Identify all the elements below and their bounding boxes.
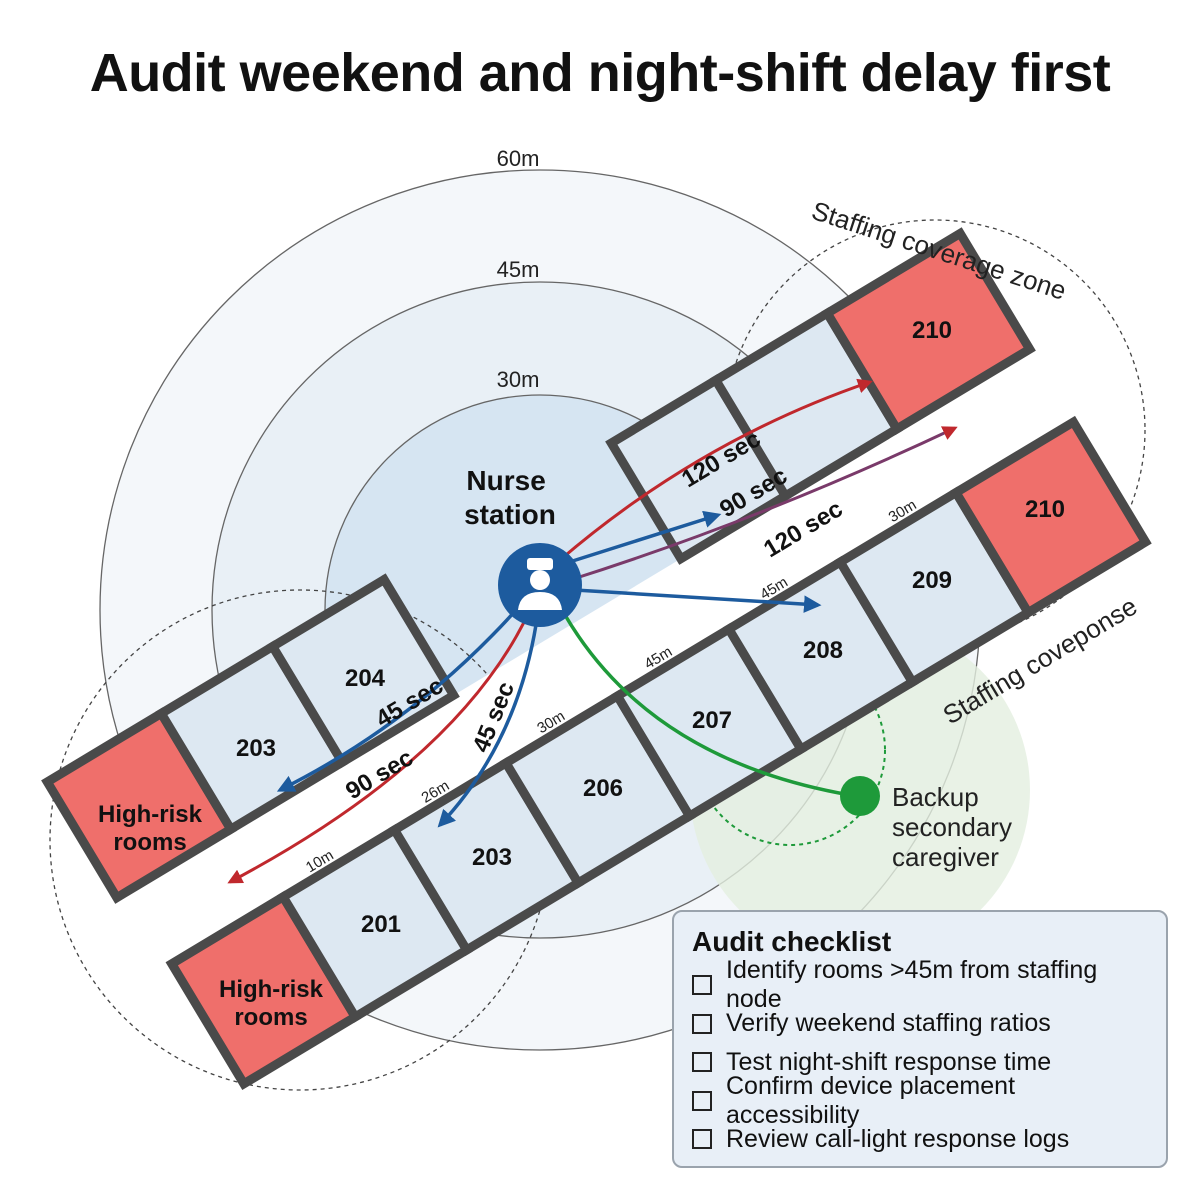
- label-room-203-lower: 203: [472, 844, 512, 871]
- checklist-item[interactable]: Verify weekend staffing ratios: [692, 1005, 1148, 1044]
- checkbox[interactable]: [692, 1013, 712, 1034]
- route-45sec-left: [276, 598, 527, 792]
- checklist-item-label: Confirm device placement accessibility: [726, 1071, 1016, 1129]
- checkbox[interactable]: [692, 975, 712, 996]
- route-120sec-red-b: [569, 426, 958, 582]
- label-room-207: 207: [692, 707, 732, 734]
- upper-rooms: [41, 227, 1036, 904]
- label-room-206: 206: [583, 775, 623, 802]
- ring-label-60m: 60m: [497, 146, 540, 171]
- label-room-210-lower: 210: [1025, 496, 1065, 523]
- checklist-title: Audit checklist: [692, 926, 892, 957]
- ring-label-45m: 45m: [497, 257, 540, 282]
- backup-caregiver-marker[interactable]: [840, 776, 880, 816]
- label-room-201: 201: [361, 911, 401, 938]
- label-room-208: 208: [803, 637, 843, 664]
- label-room-204: 204: [345, 665, 386, 692]
- checkbox[interactable]: [692, 1129, 712, 1150]
- nurse-icon[interactable]: [498, 543, 582, 627]
- label-high-risk-lower: High-risk rooms: [219, 976, 324, 1031]
- route-backup: [563, 614, 851, 797]
- checklist-item[interactable]: Identify rooms >45m from staffing node: [692, 956, 1148, 1013]
- route-90sec: [559, 510, 722, 567]
- checklist-item-label: Identify rooms >45m from staffing node: [726, 956, 1098, 1014]
- label-room-210-upper: 210: [912, 317, 952, 344]
- ring-label-30m: 30m: [497, 367, 540, 392]
- checklist-item-label: Verify weekend staffing ratios: [726, 1009, 1051, 1038]
- checklist-item[interactable]: Test night-shift response time: [692, 1043, 1148, 1082]
- checklist-item-label: Test night-shift response time: [726, 1047, 1052, 1076]
- audit-checklist: Audit checklist Identify rooms >45m from…: [672, 910, 1168, 1168]
- room-210-lower: [949, 415, 1152, 619]
- nurse-station-label: Nurse station: [464, 465, 556, 530]
- label-room-209: 209: [912, 567, 952, 594]
- room-204: [266, 573, 460, 769]
- route-120sec-red-a: [559, 378, 873, 562]
- checklist-item[interactable]: Review call-light response logs: [692, 1120, 1148, 1159]
- room-210-upper: [821, 227, 1036, 436]
- label-high-risk-upper: High-risk rooms: [98, 801, 203, 856]
- corridor: [106, 347, 1077, 977]
- checklist-item[interactable]: Confirm device placement accessibility: [692, 1072, 1148, 1129]
- label-room-203-upper: 203: [236, 735, 276, 762]
- checklist-item-label: Review call-light response logs: [726, 1124, 1070, 1153]
- checkbox[interactable]: [692, 1090, 712, 1111]
- checkbox[interactable]: [692, 1052, 712, 1073]
- page-title: Audit weekend and night-shift delay firs…: [89, 43, 1111, 103]
- route-to-208: [574, 588, 822, 613]
- route-90sec-left: [227, 609, 532, 884]
- route-45sec-down: [437, 611, 540, 828]
- backup-caregiver-label: Backup secondary caregiver: [892, 782, 1019, 872]
